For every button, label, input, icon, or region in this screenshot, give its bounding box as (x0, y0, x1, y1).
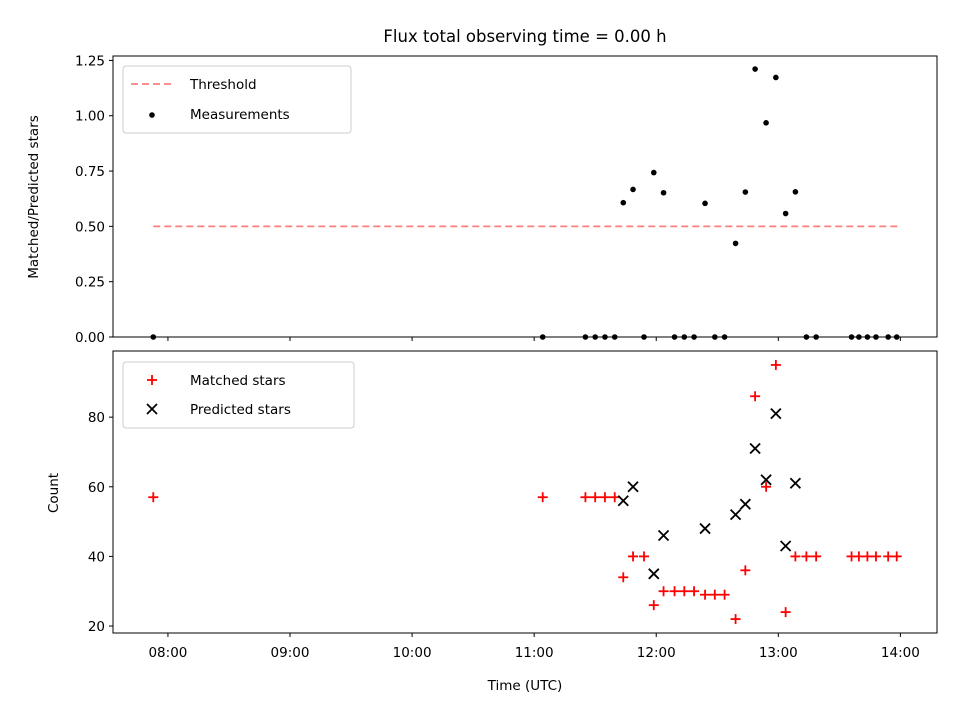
predicted-star-point (789, 477, 802, 489)
y-tick-label: 0.00 (75, 330, 105, 346)
measurement-point (782, 210, 789, 217)
matched-star-point (862, 551, 873, 562)
measurement-point (792, 189, 799, 195)
bottom-panel: 20 40 60 80 08:00 09:00 10:00 11:00 12:00 13:00 1… (46, 350, 938, 694)
matched-star-point (770, 359, 781, 370)
bottom-x-ticks: 08:00 09:00 10:00 11:00 12:00 13:00 14:00 (148, 633, 920, 661)
measurement-point (660, 189, 667, 196)
matched-star-point (658, 586, 669, 597)
top-x-ticks (167, 337, 901, 341)
matched-star-point (669, 586, 680, 597)
matched-star-point (628, 551, 639, 562)
top-y-ticks: 0.00 0.25 0.50 0.75 1.00 1.25 (75, 53, 113, 346)
matched-star-point (648, 600, 659, 611)
bottom-legend: Matched stars Predicted stars (122, 361, 355, 429)
predicted-star-point (617, 495, 629, 507)
y-tick-label: 1.00 (75, 109, 105, 125)
matched-star-point (780, 607, 791, 618)
legend-threshold-label: Threshold (189, 77, 257, 93)
matched-star-point (730, 614, 741, 625)
top-legend-box (122, 65, 352, 134)
x-tick-label: 12:00 (637, 645, 676, 661)
measurement-point (620, 199, 627, 206)
legend-measurements-label: Measurements (190, 107, 290, 123)
y-tick-label: 0.25 (75, 275, 105, 291)
x-tick-label: 11:00 (515, 645, 554, 661)
measurement-point (773, 74, 779, 81)
matched-star-point (883, 551, 894, 562)
top-y-axis-label: Matched/Predicted stars (26, 115, 42, 278)
x-tick-label: 13:00 (759, 645, 798, 661)
predicted-star-point (648, 568, 660, 580)
measurement-point (630, 186, 636, 193)
matched-star-point (790, 551, 801, 562)
predicted-star-point (657, 529, 670, 542)
bottom-axes-frame (112, 350, 938, 634)
bottom-plot-area (148, 359, 902, 625)
matched-star-point (801, 551, 812, 562)
bottom-legend-box (122, 361, 355, 429)
matched-star-point (761, 481, 772, 492)
measurement-point (752, 66, 758, 72)
matched-star-point (719, 589, 730, 600)
measurement-point (702, 200, 708, 207)
matched-star-point (537, 492, 548, 503)
y-tick-label: 1.25 (75, 53, 105, 69)
top-panel: 0.00 0.25 0.50 0.75 1.00 1.25 Matched/Predict… (26, 53, 938, 346)
matched-star-point (679, 586, 690, 597)
y-tick-label: 20 (88, 619, 105, 635)
y-tick-label: 0.75 (75, 164, 105, 180)
top-legend: Threshold Measurements (122, 65, 352, 134)
y-tick-label: 0.50 (75, 219, 105, 235)
measurement-point (763, 120, 769, 126)
legend-predicted-label: Predicted stars (190, 402, 291, 418)
predicted-star-point (699, 522, 711, 535)
matched-star-point (870, 551, 881, 562)
y-tick-label: 40 (88, 549, 105, 565)
x-tick-label: 10:00 (393, 645, 432, 661)
x-tick-label: 14:00 (881, 645, 920, 661)
y-tick-label: 60 (88, 480, 105, 496)
matched-star-point (148, 492, 159, 503)
matched-star-point (599, 492, 610, 503)
matched-star-point (689, 586, 700, 597)
y-tick-label: 80 (88, 410, 105, 426)
measurement-point (742, 189, 749, 195)
figure-title: Flux total observing time = 0.00 h (383, 27, 666, 46)
x-tick-label: 08:00 (148, 645, 187, 661)
predicted-star-point (770, 408, 782, 420)
predicted-star-point (739, 498, 751, 510)
bottom-y-axis-label: Count (46, 473, 62, 513)
predicted-star-point (760, 474, 772, 486)
bottom-x-axis-label: Time (UTC) (487, 678, 563, 694)
legend-matched-marker (147, 375, 157, 385)
matched-star-point (639, 551, 650, 562)
predicted-star-point (627, 481, 639, 493)
predicted-star-point (729, 508, 742, 521)
measurement-point (650, 169, 657, 176)
matched-star-point (609, 492, 620, 503)
measurement-point (732, 240, 739, 247)
matched-star-point (811, 551, 822, 562)
x-tick-label: 09:00 (271, 645, 310, 661)
matched-star-point (750, 391, 761, 402)
matched-star-point (709, 589, 720, 600)
legend-measurements-marker (149, 112, 155, 118)
matched-star-point (853, 551, 864, 562)
predicted-star-point (779, 540, 792, 552)
bottom-y-ticks: 20 40 60 80 (88, 410, 113, 635)
matched-star-point (700, 589, 711, 600)
matched-star-point (618, 572, 629, 583)
matched-star-point (891, 551, 902, 562)
top-axes-frame (112, 55, 938, 338)
matched-star-point (590, 492, 601, 503)
predicted-star-point (749, 442, 761, 455)
legend-matched-label: Matched stars (190, 373, 286, 389)
legend-predicted-marker (146, 403, 158, 415)
matched-star-point (740, 565, 751, 576)
matched-star-point (580, 492, 591, 503)
